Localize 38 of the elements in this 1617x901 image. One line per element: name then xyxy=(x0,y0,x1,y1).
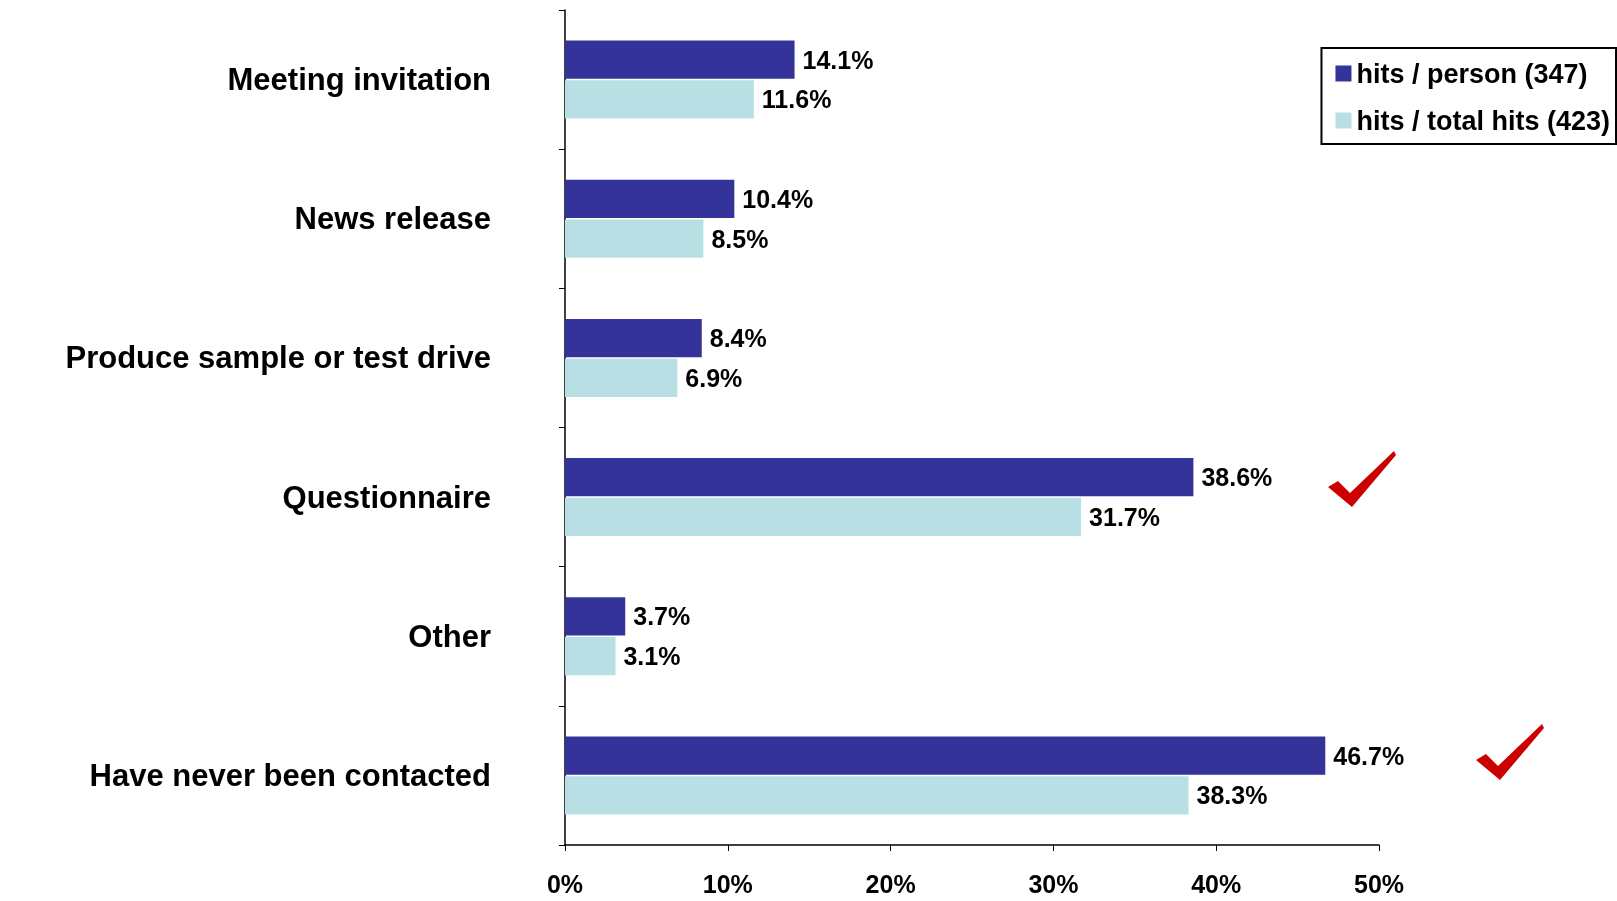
bar xyxy=(565,458,1194,497)
data-label: 38.6% xyxy=(1201,463,1273,492)
data-label: 38.3% xyxy=(1196,781,1268,810)
x-tick-label: 10% xyxy=(702,869,753,898)
legend-label: hits / person (347) xyxy=(1356,58,1588,89)
bar xyxy=(565,318,702,358)
data-label: 31.7% xyxy=(1089,502,1160,531)
data-label: 10.4% xyxy=(742,184,814,213)
bar xyxy=(565,776,1189,815)
data-label: 11.6% xyxy=(761,85,832,114)
x-tick-label: 0% xyxy=(546,869,584,898)
x-tick-label: 50% xyxy=(1353,869,1405,898)
x-tick-label: 30% xyxy=(1028,869,1079,898)
x-tick-label: 40% xyxy=(1191,869,1242,898)
bar xyxy=(565,80,754,119)
x-tick-label: 20% xyxy=(865,869,916,898)
data-label: 3.1% xyxy=(623,642,681,671)
bar xyxy=(565,358,678,397)
y-tick-label: Produce sample or test drive xyxy=(65,340,491,376)
y-tick-label: Have never been contacted xyxy=(89,757,491,793)
data-label: 46.7% xyxy=(1333,741,1405,770)
bar xyxy=(565,497,1082,537)
bar xyxy=(565,637,616,676)
data-label: 8.4% xyxy=(709,324,767,353)
y-tick-label: Other xyxy=(408,618,491,654)
data-label: 14.1% xyxy=(802,45,874,74)
y-tick-label: News release xyxy=(294,201,491,237)
legend-label: hits / total hits (423) xyxy=(1356,105,1611,136)
bar xyxy=(565,179,735,218)
y-tick-label: Questionnaire xyxy=(282,479,491,515)
y-tick-label: Meeting invitation xyxy=(227,62,491,98)
data-label: 3.7% xyxy=(633,602,691,631)
data-label: 6.9% xyxy=(685,363,743,392)
bar xyxy=(565,219,704,258)
data-label: 8.5% xyxy=(711,224,769,253)
bar xyxy=(565,597,626,636)
bar xyxy=(565,40,795,79)
bar xyxy=(565,736,1326,775)
